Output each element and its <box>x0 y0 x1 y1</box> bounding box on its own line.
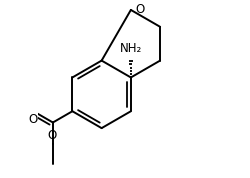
Text: O: O <box>135 2 144 15</box>
Text: O: O <box>48 129 57 142</box>
Text: NH₂: NH₂ <box>120 43 142 56</box>
Text: O: O <box>29 113 38 126</box>
